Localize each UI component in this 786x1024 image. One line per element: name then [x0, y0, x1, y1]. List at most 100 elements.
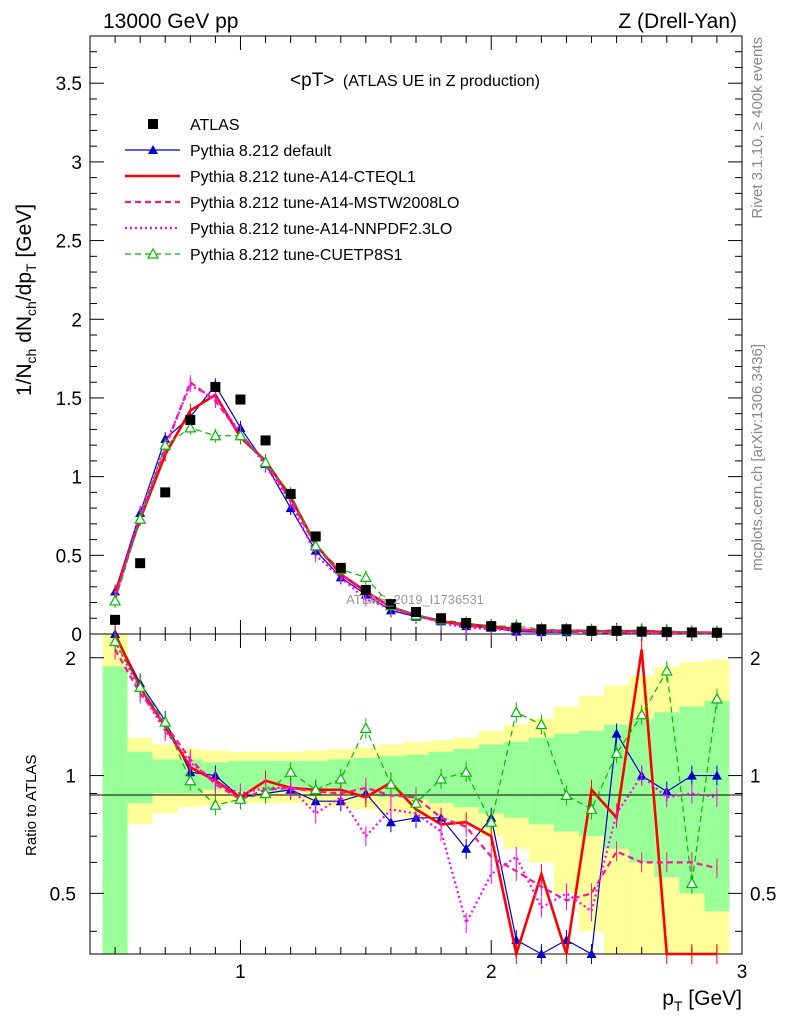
x-tick-label: 1 [235, 962, 246, 983]
legend: ATLAS Pythia 8.212 default Pythia 8.212 tu… [125, 117, 459, 264]
band-inner [503, 741, 529, 818]
header-process: Z (Drell-Yan) [618, 10, 737, 33]
legend-marker-atlas [148, 119, 158, 129]
atlas-point [310, 531, 321, 542]
series-marker-ratio [660, 664, 673, 676]
y-tick-label-top: 3 [71, 153, 82, 174]
series-marker-ratio [159, 715, 172, 727]
y-axis-title-ratio: Ratio to ATLAS [23, 755, 40, 856]
y-tick-label-top: 1.5 [56, 389, 82, 410]
atlas-point [636, 626, 647, 637]
band-inner [528, 737, 554, 825]
legend-entry-label: Pythia 8.212 tune-A14-MSTW2008LO [190, 195, 459, 212]
series-marker-ratio [435, 772, 448, 784]
band-inner [629, 718, 655, 863]
atlas-point [486, 621, 497, 632]
atlas-point [586, 625, 597, 636]
atlas-point [385, 599, 396, 610]
y-tick-label-top: 1 [71, 468, 82, 489]
atlas-point [411, 606, 421, 617]
legend-entry-label: ATLAS [190, 117, 240, 134]
series-marker-ratio [284, 765, 297, 777]
series-marker-top [359, 571, 372, 582]
atlas-point [536, 624, 547, 635]
series-marker-ratio [309, 783, 322, 795]
series-marker-ratio [535, 718, 548, 730]
series-marker-ratio [359, 722, 372, 733]
y-tick-label-ratio-right: 2 [750, 649, 761, 670]
series-marker-ratio [585, 803, 598, 814]
legend-marker [146, 247, 160, 259]
legend-entry-label: Pythia 8.212 default [190, 143, 332, 160]
y-tick-label-ratio-right: 1 [750, 767, 761, 788]
y-axis-title-top: 1/Nch dNch/dpT [GeV] [13, 204, 39, 396]
series-marker-ratio [711, 770, 722, 780]
atlas-point [185, 414, 196, 425]
atlas-point [285, 488, 296, 499]
series-marker-ratio [384, 778, 397, 789]
series-marker-ratio [586, 949, 597, 958]
atlas-point [110, 614, 121, 625]
series-marker-ratio [184, 774, 197, 786]
series-marker-ratio [134, 681, 147, 692]
band-inner [553, 733, 579, 832]
series-marker-ratio [460, 765, 473, 777]
y-tick-label-ratio-right: 0.5 [750, 884, 776, 905]
axis-tick-labels: 1 2 3 0 0.5 1 1.5 2 2.5 3 3.5 0.5 0.5 1 1 2 2 [50, 74, 777, 983]
y-tick-label-top: 0.5 [56, 546, 82, 567]
series-marker-ratio [510, 706, 523, 718]
chart-title-main: <pT> [290, 70, 334, 91]
y-tick-label-ratio: 1 [65, 767, 76, 788]
atlas-point [711, 627, 722, 638]
x-axis-title: pT [GeV] [662, 987, 742, 1014]
series-marker-ratio [259, 787, 272, 799]
series-marker-ratio [461, 843, 472, 853]
atlas-point [436, 613, 447, 624]
series-marker-ratio [485, 815, 498, 827]
series-marker-ratio [209, 798, 222, 810]
series-marker-top [134, 512, 147, 524]
atlas-point [260, 435, 271, 446]
series-marker-ratio [685, 877, 698, 889]
atlas-point [661, 627, 672, 638]
y-tick-label-top: 0 [71, 625, 82, 646]
y-tick-label-top: 2.5 [56, 232, 82, 253]
atlas-point [461, 617, 472, 628]
chart-title-sub: (ATLAS UE in Z production) [343, 73, 540, 90]
series-marker-ratio [710, 692, 723, 704]
atlas-point [686, 627, 697, 638]
atlas-point [335, 562, 346, 573]
series-marker-ratio [686, 770, 697, 780]
series-marker-top [109, 594, 122, 606]
header-energy: 13000 GeV pp [103, 10, 238, 33]
band-inner [478, 744, 504, 814]
series-marker-top [234, 429, 247, 441]
series-marker-top [184, 421, 197, 433]
atlas-point [561, 624, 572, 635]
series-marker-top [309, 539, 322, 551]
rivet-label: Rivet 3.1.10, ≥ 400k events [749, 37, 766, 219]
atlas-point [511, 622, 522, 633]
y-tick-label-ratio: 2 [65, 649, 76, 670]
series-marker-ratio [409, 796, 423, 808]
atlas-point [210, 381, 221, 392]
atlas-point [160, 487, 171, 498]
chart-title: <pT> (ATLAS UE in Z production) [290, 70, 540, 91]
series-marker-ratio [560, 789, 573, 800]
band-inner [152, 759, 178, 794]
atlas-point [611, 625, 622, 636]
legend-entry-label: Pythia 8.212 tune-A14-CTEQL1 [190, 169, 416, 186]
series-marker-ratio [109, 635, 122, 647]
atlas-data-points [110, 381, 722, 638]
y-tick-label-top: 3.5 [56, 74, 82, 95]
legend-marker [148, 145, 158, 154]
top-panel-frame [89, 35, 743, 635]
series-marker-ratio [385, 817, 396, 827]
legend-entry-label: Pythia 8.212 tune-CUETP8S1 [190, 247, 403, 264]
series-marker-top [159, 438, 172, 450]
series-marker-ratio [635, 708, 648, 720]
series-marker-top [209, 429, 222, 441]
x-tick-label: 2 [486, 962, 497, 983]
series-marker-ratio [334, 772, 347, 784]
